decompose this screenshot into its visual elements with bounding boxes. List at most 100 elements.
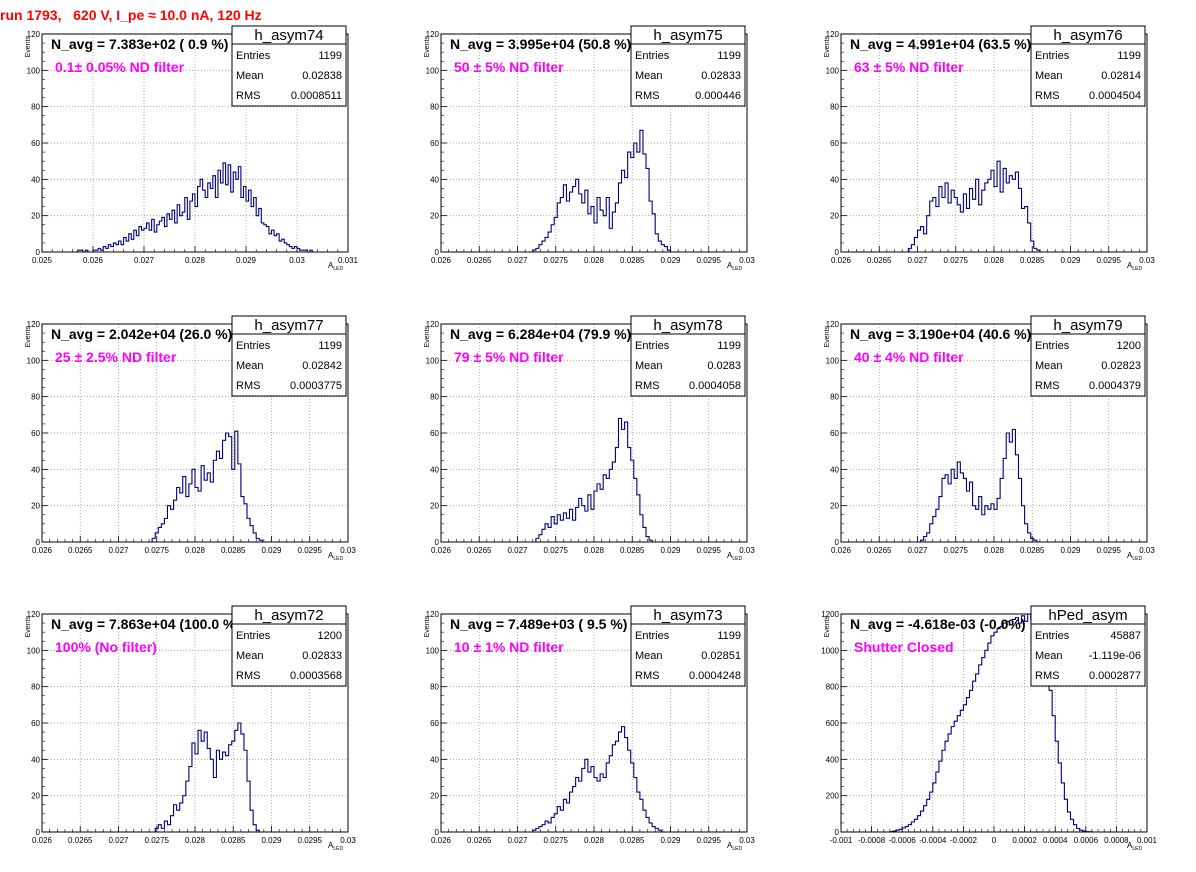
y-axis-label: Events	[25, 326, 32, 348]
stats-value: 0.02814	[1101, 70, 1141, 82]
x-tick-label: 0.026	[431, 836, 452, 845]
stats-title: h_asym72	[254, 607, 323, 624]
y-tick-label: 100	[826, 356, 840, 365]
y-tick-label: 100	[826, 66, 840, 75]
stats-key: Entries	[1035, 630, 1070, 642]
x-tick-label: 0.029	[261, 546, 282, 555]
stats-key: Mean	[1035, 70, 1063, 82]
x-tick-label: 0.027	[507, 256, 528, 265]
x-tick-label: 0.0265	[867, 546, 892, 555]
y-tick-label: 120	[426, 320, 440, 329]
stats-key: Entries	[236, 630, 271, 642]
filter-label: 25 ± 2.5% ND filter	[55, 349, 177, 365]
navg-label: N_avg = -4.618e-03 (-0.0%)	[850, 616, 1025, 632]
filter-label: 0.1± 0.05% ND filter	[55, 59, 185, 75]
x-tick-label: 0.0295	[697, 256, 722, 265]
x-tick-label: 0.028	[185, 256, 206, 265]
y-tick-label: 0	[36, 538, 41, 547]
y-tick-label: 80	[31, 393, 40, 402]
x-tick-label: 0.0275	[544, 836, 569, 845]
navg-label: N_avg = 6.284e+04 (79.9 %)	[450, 326, 631, 342]
y-tick-label: 60	[31, 429, 40, 438]
y-axis-label: Events	[424, 616, 431, 638]
stats-key: RMS	[236, 90, 260, 102]
y-tick-label: 120	[426, 610, 440, 619]
y-tick-label: 60	[430, 139, 439, 148]
stats-key: RMS	[236, 670, 260, 682]
y-tick-label: 40	[430, 755, 439, 764]
y-tick-label: 60	[31, 139, 40, 148]
y-axis-label: Events	[824, 36, 831, 58]
x-tick-label: 0.0265	[467, 836, 492, 845]
y-axis-label: Events	[824, 326, 831, 348]
histogram-panel-h_asym79: 0.026 0.0265 0.027 0.0275 0.028 0.0285 0.029 0.…	[824, 315, 1155, 562]
y-tick-label: 0	[835, 538, 840, 547]
stats-key: RMS	[635, 670, 659, 682]
x-tick-label: 0.0285	[620, 546, 645, 555]
x-tick-label: 0.026	[83, 256, 104, 265]
x-tick-label: 0.026	[831, 256, 852, 265]
stats-value: 0.02851	[701, 650, 741, 662]
x-tick-label: 0.026	[32, 546, 53, 555]
x-tick-label: 0.0285	[1020, 256, 1045, 265]
stats-value: 1199	[717, 630, 741, 642]
y-tick-label: 120	[826, 320, 840, 329]
stats-key: Mean	[236, 70, 264, 82]
stats-box	[630, 43, 746, 107]
y-tick-label: 20	[31, 212, 40, 221]
y-tick-label: 1200	[821, 610, 839, 619]
x-axis-label: ALED	[727, 841, 742, 852]
y-tick-label: 0	[435, 248, 440, 257]
x-axis-label: ALED	[1127, 841, 1142, 852]
x-tick-label: 0.027	[108, 836, 129, 845]
y-tick-label: 80	[430, 393, 439, 402]
stats-value: 45887	[1110, 630, 1141, 642]
stats-value: 0.0004248	[689, 670, 741, 682]
stats-key: Mean	[236, 360, 264, 372]
histogram-line-hPed_asym	[841, 613, 1147, 833]
x-tick-label: 0.0295	[298, 546, 323, 555]
x-tick-label: 0.025	[32, 256, 53, 265]
y-tick-label: 120	[27, 610, 41, 619]
x-axis-label: ALED	[328, 261, 343, 272]
x-tick-label: 0.026	[32, 836, 53, 845]
x-tick-label: 0.027	[907, 546, 928, 555]
x-tick-label: 0.029	[1060, 256, 1081, 265]
x-tick-label: 0.027	[108, 546, 129, 555]
x-tick-label: 0.028	[984, 256, 1005, 265]
x-tick-label: 0.0285	[221, 836, 246, 845]
histogram-panel-h_asym75: 0.026 0.0265 0.027 0.0275 0.028 0.0285 0.029 0.…	[424, 25, 755, 272]
stats-box	[1030, 43, 1146, 107]
grid	[441, 324, 747, 542]
y-tick-label: 20	[430, 792, 439, 801]
stats-value: 0.0003775	[290, 380, 342, 392]
y-tick-label: 20	[31, 792, 40, 801]
stats-key: Mean	[635, 360, 663, 372]
y-tick-label: 100	[426, 356, 440, 365]
y-tick-label: 20	[830, 212, 839, 221]
stats-key: Mean	[1035, 360, 1063, 372]
histogram-panel-h_asym77: 0.026 0.0265 0.027 0.0275 0.028 0.0285 0.029 0.…	[25, 315, 356, 562]
x-tick-label: 0.029	[660, 836, 681, 845]
stats-value: 0.02842	[302, 360, 342, 372]
stats-value: 0.0003568	[290, 670, 342, 682]
x-tick-label: 0.0002	[1012, 836, 1037, 845]
x-tick-label: 0.029	[660, 256, 681, 265]
y-tick-label: 100	[426, 646, 440, 655]
histogram-panel-h_asym78: 0.026 0.0265 0.027 0.0275 0.028 0.0285 0.029 0.…	[424, 315, 755, 562]
navg-label: N_avg = 3.995e+04 (50.8 %)	[450, 36, 631, 52]
navg-label: N_avg = 7.383e+02 ( 0.9 %)	[51, 36, 228, 52]
x-axis-label: ALED	[328, 841, 343, 852]
stats-box	[231, 43, 347, 107]
y-axis-label: Events	[25, 616, 32, 638]
x-tick-label: 0.03	[739, 546, 755, 555]
stats-value: 1199	[717, 340, 741, 352]
x-tick-label: 0.027	[907, 256, 928, 265]
x-tick-label: 0.028	[584, 546, 605, 555]
stats-title: h_asym74	[254, 27, 323, 44]
y-tick-label: 80	[31, 103, 40, 112]
x-tick-label: 0.0265	[467, 256, 492, 265]
y-tick-label: 40	[430, 175, 439, 184]
stats-value: 0.0008511	[291, 90, 342, 102]
run-title: run 1793, 620 V, I_pe ≈ 10.0 nA, 120 Hz	[0, 7, 262, 23]
